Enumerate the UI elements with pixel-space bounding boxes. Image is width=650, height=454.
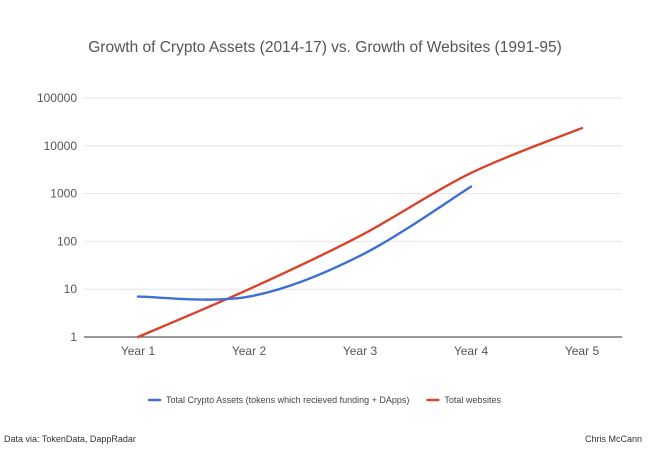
series-line-websites: [136, 126, 584, 339]
author-credit: Chris McCann: [584, 434, 642, 444]
y-tick-label: 10: [64, 282, 78, 296]
y-axis: 1 10 100 1000 10000 100000: [37, 91, 77, 344]
x-tick-label: Year 2: [232, 344, 267, 358]
grid-lines: [84, 97, 622, 338]
x-tick-label: Year 1: [121, 344, 156, 358]
x-tick-label: Year 5: [565, 344, 600, 358]
x-tick-label: Year 4: [454, 344, 489, 358]
series-lines: [136, 126, 584, 339]
series-line-crypto-assets: [136, 185, 473, 301]
source-note: Data via: TokenData, DappRadar: [4, 434, 136, 444]
y-tick-label: 10000: [44, 139, 78, 153]
y-tick-label: 1: [70, 330, 77, 344]
x-axis: Year 1 Year 2 Year 3 Year 4 Year 5: [121, 344, 600, 358]
legend-item-crypto-assets: Total Crypto Assets (tokens which reciev…: [147, 395, 409, 405]
y-tick-label: 100: [57, 234, 77, 248]
x-tick-label: Year 3: [343, 344, 378, 358]
y-tick-label: 100000: [37, 91, 77, 105]
legend-label: Total Crypto Assets (tokens which reciev…: [166, 395, 409, 405]
legend-item-websites: Total websites: [426, 395, 501, 405]
legend-label: Total websites: [444, 395, 501, 405]
chart-title: Growth of Crypto Assets (2014-17) vs. Gr…: [88, 39, 562, 56]
y-tick-label: 1000: [50, 187, 77, 201]
legend: Total Crypto Assets (tokens which reciev…: [147, 395, 501, 405]
